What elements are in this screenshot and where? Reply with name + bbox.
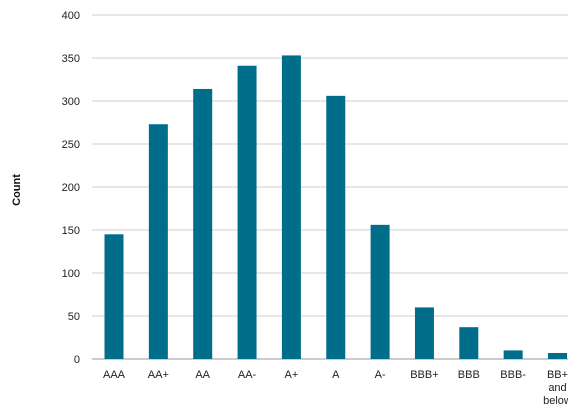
- x-tick-label-line: BB+: [547, 369, 568, 381]
- x-tick-label-line: A+: [285, 369, 299, 381]
- bar: [548, 352, 567, 359]
- bar: [193, 88, 213, 360]
- x-tick-label: AAA: [103, 369, 126, 381]
- x-tick-label-line: BBB-: [500, 369, 526, 381]
- y-tick-label: 350: [62, 53, 80, 65]
- y-tick-label: 0: [74, 354, 80, 366]
- bar: [237, 65, 257, 360]
- y-axis-ticks: 0 50 100 150 200 250 300 350 400: [62, 10, 80, 366]
- x-tick-label-line: AA+: [148, 369, 169, 381]
- y-tick-label: 150: [62, 225, 80, 237]
- x-axis-ticks: AAA AA+ AA AA- A+ A A- BBB+ BBB BBB- BB+ and below: [103, 369, 568, 407]
- bar: [370, 224, 390, 359]
- x-tick-label: AA-: [238, 369, 257, 381]
- x-tick-label-line: BBB: [458, 369, 480, 381]
- y-tick-label: 400: [62, 10, 80, 22]
- x-tick-label: AA: [195, 369, 210, 381]
- x-tick-label-line: BBB+: [410, 369, 438, 381]
- bar: [326, 95, 346, 359]
- x-tick-label: A-: [375, 369, 386, 381]
- x-tick-label-line: A: [332, 369, 340, 381]
- y-tick-label: 250: [62, 139, 80, 151]
- bar: [414, 307, 434, 359]
- x-tick-label: BB+ and below: [543, 369, 568, 407]
- x-tick-label-line: A-: [375, 369, 386, 381]
- x-tick-label-line: AA: [195, 369, 210, 381]
- y-tick-label: 50: [68, 311, 80, 323]
- y-axis-label: Count: [11, 174, 23, 206]
- x-tick-label-line: AA-: [238, 369, 257, 381]
- bar: [281, 55, 301, 360]
- x-tick-label: BBB: [458, 369, 480, 381]
- bar: [503, 350, 523, 359]
- x-tick-label: A+: [285, 369, 299, 381]
- y-tick-label: 200: [62, 182, 80, 194]
- x-tick-label: A: [332, 369, 340, 381]
- y-tick-label: 100: [62, 268, 80, 280]
- x-tick-label: AA+: [148, 369, 169, 381]
- bar: [148, 124, 168, 359]
- bar: [104, 234, 124, 359]
- x-tick-label: BBB-: [500, 369, 526, 381]
- y-tick-label: 300: [62, 96, 80, 108]
- x-tick-label-line: below: [543, 395, 568, 407]
- bars: [104, 55, 567, 360]
- x-tick-label-line: and: [548, 382, 566, 394]
- bar: [459, 327, 479, 359]
- x-tick-label-line: AAA: [103, 369, 126, 381]
- x-tick-label: BBB+: [410, 369, 438, 381]
